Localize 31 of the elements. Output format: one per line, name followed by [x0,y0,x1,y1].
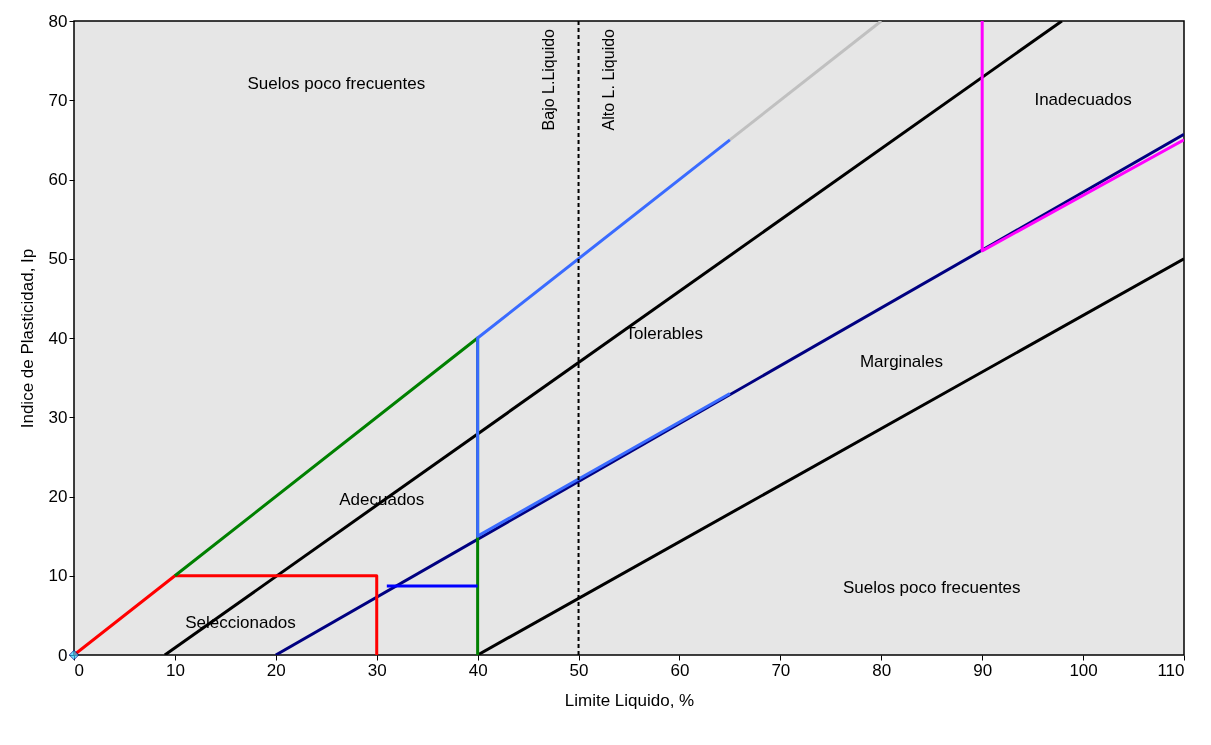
x-tick-label: 0 [74,660,84,680]
x-tick-label: 50 [569,660,589,680]
x-tick-label: 60 [670,660,690,680]
annotation: Suelos poco frecuentes [842,577,1021,597]
y-tick-label: 60 [48,170,68,189]
y-tick-label: 30 [48,407,68,427]
ref-line-label: Bajo L.Liquido [539,28,557,131]
x-tick-label: 90 [973,660,993,680]
annotation: Suelos poco frecuentes [247,74,426,94]
x-tick-label: 110 [1157,660,1185,680]
y-tick-label: 10 [48,566,68,586]
y-tick-label: 70 [48,90,68,110]
y-tick-label: 20 [48,487,68,506]
x-axis-title: Limite Liquido, % [564,690,695,710]
annotation: Alto L. Liquido [599,28,617,131]
y-tick-label: 80 [48,11,68,31]
x-tick-label: 20 [266,660,286,680]
y-tick-label: 0 [58,645,68,665]
annotation: Tolerables [625,324,704,344]
x-tick-label: 80 [872,660,892,680]
x-tick-label: 10 [165,660,185,680]
annotation: Inadecuados [1034,90,1132,110]
y-axis-title: Indice de Plasticidad, Ip [17,248,37,429]
x-tick-label: 70 [771,660,791,680]
line-series [476,138,732,538]
y-tick-label: 50 [48,249,68,269]
x-tick-label: 30 [367,660,387,680]
y-tick-label: 40 [48,328,68,348]
x-tick-label: 100 [1069,660,1098,680]
annotation: Marginales [859,351,944,371]
x-tick-label: 40 [468,660,488,680]
